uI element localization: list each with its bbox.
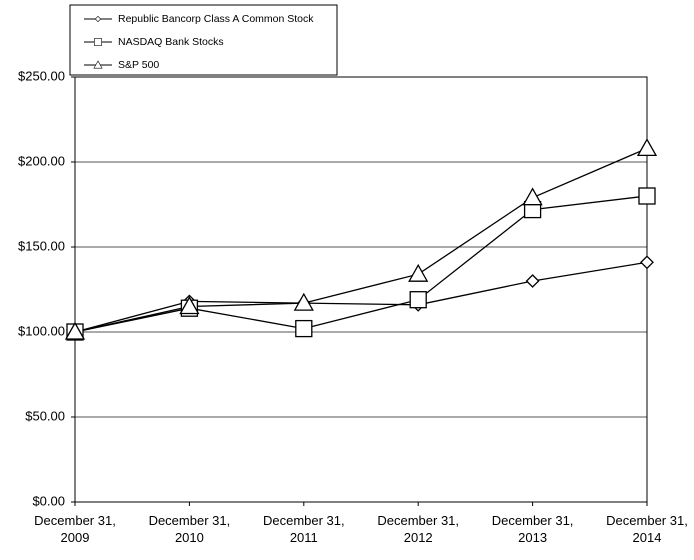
marker — [409, 291, 427, 309]
legend-box — [69, 4, 338, 76]
x-tick-label: December 31, 2012 — [377, 513, 459, 545]
series-line — [74, 195, 648, 333]
legend-label: Republic Bancorp Class A Common Stock — [118, 13, 314, 25]
marker — [64, 321, 86, 340]
x-tick-label: December 31, 2014 — [606, 513, 688, 545]
legend-marker — [94, 15, 102, 23]
marker — [640, 255, 654, 270]
y-tick-label: $250.00 — [18, 68, 65, 83]
marker — [636, 138, 658, 157]
legend-marker — [94, 38, 102, 46]
y-tick-label: $150.00 — [18, 238, 65, 253]
marker — [525, 274, 540, 288]
series-line — [74, 147, 648, 333]
legend: Republic Bancorp Class A Common Stock NAS… — [69, 4, 338, 76]
series-line — [74, 261, 648, 333]
marker — [408, 263, 429, 282]
marker — [293, 292, 314, 311]
x-tick-label: December 31, 2011 — [263, 513, 345, 545]
marker — [638, 187, 656, 205]
legend-marker — [93, 60, 103, 69]
y-tick-label: $0.00 — [32, 493, 65, 508]
legend-label: NASDAQ Bank Stocks — [118, 36, 224, 48]
x-tick-label: December 31, 2010 — [149, 513, 231, 545]
marker — [295, 319, 313, 338]
y-tick-label: $100.00 — [18, 323, 65, 338]
marker — [522, 187, 543, 206]
y-tick-label: $50.00 — [25, 408, 65, 423]
legend-label: S&P 500 — [118, 59, 159, 71]
x-tick-label: December 31, 2013 — [492, 513, 574, 545]
plot-border — [74, 76, 648, 503]
y-tick-label: $200.00 — [18, 153, 65, 168]
marker — [179, 296, 200, 315]
x-tick-label: December 31, 2009 — [34, 513, 116, 545]
